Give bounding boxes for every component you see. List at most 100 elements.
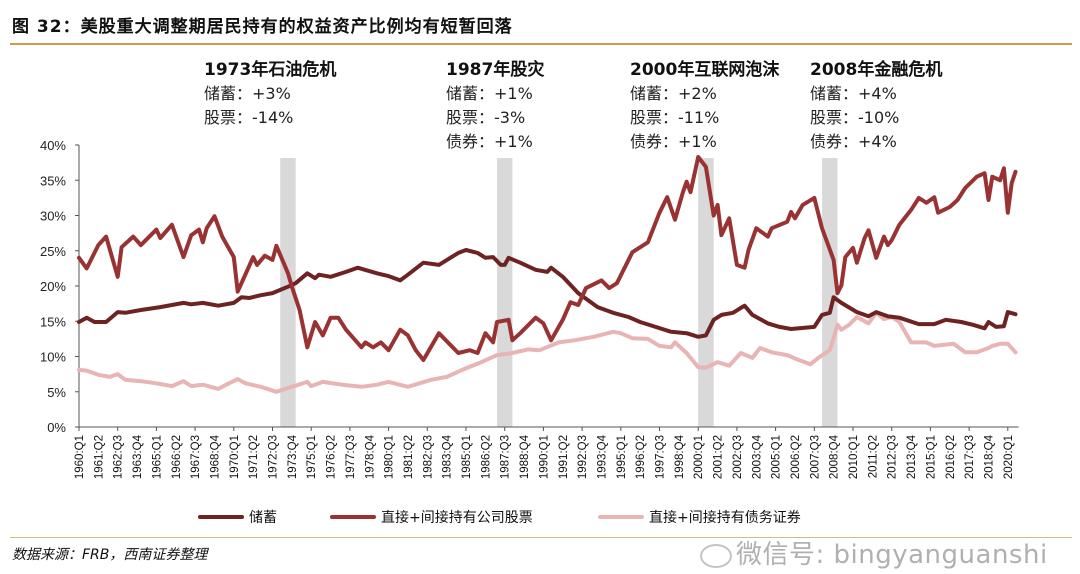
x-tick-label: 1968:Q4 <box>209 434 221 479</box>
legend-label: 直接+间接持有债务证券 <box>649 510 801 526</box>
x-tick-label: 2010:Q1 <box>848 435 860 479</box>
annotation-title: 2000年互联网泡沫 <box>630 60 780 80</box>
x-tick-label: 1971:Q2 <box>248 435 260 479</box>
x-tick-label: 1997:Q3 <box>655 435 667 479</box>
x-tick-label: 2017:Q3 <box>964 435 976 479</box>
x-tick-label: 1980:Q1 <box>384 435 396 479</box>
x-tick-label: 1970:Q1 <box>229 435 241 479</box>
title-divider <box>10 43 1072 45</box>
x-tick-label: 2000:Q1 <box>693 435 705 479</box>
x-tick-label: 1966:Q2 <box>171 435 183 479</box>
x-tick-label: 1998:Q4 <box>674 434 686 479</box>
y-tick-label: 35% <box>40 173 66 188</box>
x-tick-label: 2016:Q2 <box>945 435 957 479</box>
series-line-savings <box>77 248 1018 339</box>
x-tick-label: 1975:Q1 <box>306 435 318 479</box>
annotation-line: 储蓄：+4% <box>810 84 897 103</box>
x-tick-label: 2015:Q1 <box>925 435 937 479</box>
x-tick-label: 1963:Q4 <box>132 434 144 479</box>
y-tick-label: 0% <box>47 420 66 435</box>
annotation-line: 股票：-14% <box>204 108 294 127</box>
x-tick-label: 1982:Q3 <box>422 435 434 479</box>
annotation-line: 股票：-11% <box>630 108 720 127</box>
source-note: 数据来源：FRB，西南证券整理 <box>12 547 208 563</box>
y-tick-label: 20% <box>40 279 66 294</box>
legend-swatch <box>198 515 244 519</box>
x-tick-label: 2011:Q2 <box>867 435 879 478</box>
legend-label: 直接+间接持有公司股票 <box>381 510 533 526</box>
x-tick-label: 1986:Q2 <box>480 435 492 479</box>
x-tick-label: 2003:Q4 <box>751 434 763 479</box>
watermark: 微信号: bingyanguanshi <box>736 540 1048 570</box>
x-tick-label: 1992:Q3 <box>577 435 589 479</box>
annotation-title: 1973年石油危机 <box>204 60 337 80</box>
x-tick-label: 1995:Q1 <box>616 435 628 479</box>
shaded-period <box>280 158 296 427</box>
legend-item-bonds: 直接+间接持有债务证券 <box>598 507 801 527</box>
x-tick-label: 1978:Q4 <box>364 434 376 479</box>
y-tick-label: 30% <box>40 209 66 224</box>
y-tick-label: 40% <box>40 138 66 153</box>
annotation-line: 储蓄：+1% <box>446 84 533 103</box>
x-tick-label: 1988:Q4 <box>519 434 531 479</box>
y-tick-label: 10% <box>40 350 66 365</box>
x-tick-label: 2008:Q4 <box>829 434 841 479</box>
shaded-period <box>698 158 714 427</box>
x-tick-label: 1976:Q2 <box>326 435 338 479</box>
x-tick-label: 2020:Q1 <box>1003 435 1015 479</box>
x-tick-label: 2002:Q3 <box>732 435 744 479</box>
x-tick-label: 2006:Q2 <box>790 435 802 479</box>
annotation-1987-crash: 1987年股灾 储蓄：+1% 股票：-3% 债券：+1% <box>446 58 544 154</box>
footer-divider <box>10 537 1072 538</box>
x-tick-label: 1990:Q1 <box>538 435 550 479</box>
legend-item-stocks: 直接+间接持有公司股票 <box>330 507 533 527</box>
series-line-stocks <box>77 155 1018 362</box>
annotation-2008-financial-crisis: 2008年金融危机 储蓄：+4% 股票：-10% 债券：+4% <box>810 58 942 154</box>
x-tick-label: 2018:Q4 <box>983 434 995 479</box>
x-tick-label: 2007:Q3 <box>809 435 821 479</box>
annotation-line: 债券：+4% <box>810 132 897 151</box>
legend-label: 储蓄 <box>249 510 277 526</box>
x-tick-label: 1967:Q3 <box>190 435 202 479</box>
x-tick-label: 1962:Q3 <box>113 435 125 479</box>
x-tick-label: 1985:Q1 <box>461 435 473 479</box>
annotation-title: 2008年金融危机 <box>810 60 943 80</box>
annotation-line: 股票：-3% <box>446 108 526 127</box>
legend-item-savings: 储蓄 <box>198 507 277 527</box>
annotation-line: 债券：+1% <box>630 132 717 151</box>
annotation-line: 储蓄：+3% <box>204 84 291 103</box>
x-tick-label: 1972:Q3 <box>268 435 280 479</box>
x-tick-label: 1987:Q3 <box>500 435 512 479</box>
x-tick-label: 1965:Q1 <box>151 435 163 479</box>
figure-title: 图 32：美股重大调整期居民持有的权益资产比例均有短暂回落 <box>12 17 513 37</box>
x-tick-label: 1991:Q2 <box>558 435 570 479</box>
y-tick-label: 15% <box>40 314 66 329</box>
y-tick-label: 5% <box>47 385 66 400</box>
shaded-period <box>496 158 513 427</box>
x-tick-label: 1960:Q1 <box>74 435 86 479</box>
x-tick-label: 1973:Q4 <box>287 434 299 479</box>
legend-swatch <box>330 515 376 519</box>
x-tick-label: 2005:Q1 <box>771 435 783 479</box>
series-line-bonds <box>77 310 1018 394</box>
x-tick-label: 1983:Q4 <box>442 434 454 479</box>
annotation-title: 1987年股灾 <box>446 60 545 80</box>
x-tick-label: 2012:Q3 <box>887 435 899 479</box>
annotation-line: 股票：-10% <box>810 108 900 127</box>
legend-swatch <box>598 515 644 519</box>
x-tick-label: 1981:Q2 <box>403 435 415 479</box>
annotation-1973-oil-crisis: 1973年石油危机 储蓄：+3% 股票：-14% <box>204 58 336 130</box>
x-tick-label: 1961:Q2 <box>93 435 105 479</box>
x-tick-label: 1996:Q2 <box>635 435 647 479</box>
wechat-icon <box>700 544 732 568</box>
x-tick-label: 1977:Q3 <box>345 435 357 479</box>
shaded-period <box>822 158 838 427</box>
annotation-2000-dotcom: 2000年互联网泡沫 储蓄：+2% 股票：-11% 债券：+1% <box>630 58 779 154</box>
y-tick-label: 25% <box>40 244 66 259</box>
annotation-line: 储蓄：+2% <box>630 84 717 103</box>
x-tick-label: 1993:Q4 <box>596 434 608 479</box>
x-tick-label: 2013:Q4 <box>906 434 918 479</box>
annotation-line: 债券：+1% <box>446 132 533 151</box>
x-tick-label: 2001:Q2 <box>713 435 725 479</box>
